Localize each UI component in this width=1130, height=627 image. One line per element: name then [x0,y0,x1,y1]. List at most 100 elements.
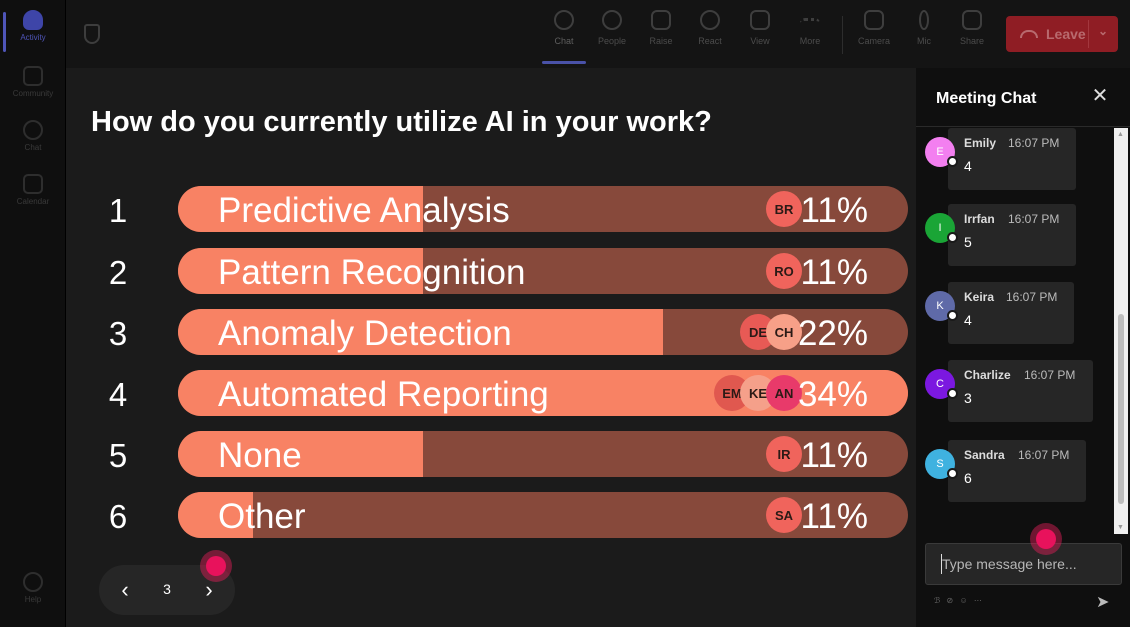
message-body: 3 [964,390,972,406]
message-time: 16:07 PM [1018,448,1070,462]
camera-icon [864,10,884,30]
option-percentage: 11% [800,497,868,536]
chat-message: Sandra 16:07 PM 6 [948,440,1086,502]
scrollbar-thumb[interactable] [1118,314,1124,504]
toolbar-raise-button[interactable]: Raise [639,10,683,62]
option-label: Predictive Analysis [218,191,510,230]
chat-icon [23,120,43,140]
chat-message: Keira 16:07 PM 4 [948,282,1074,344]
message-time: 16:07 PM [1008,212,1060,226]
send-icon[interactable]: ➤ [1096,594,1110,611]
chat-divider [916,126,1130,127]
scroll-up-icon[interactable]: ▲ [1117,131,1124,138]
avatar: IR [766,436,802,472]
page-number: 3 [163,581,171,597]
avatar: I [925,213,958,243]
pointer-highlight [1030,523,1062,555]
option-number: 4 [108,376,128,413]
toolbar-more-button[interactable]: More [788,10,832,62]
toolbar-people-button[interactable]: People [590,10,634,62]
chat-icon [554,10,574,30]
chat-scrollbar[interactable]: ▲ ▼ [1114,128,1128,534]
rail-label-activity: Activity [20,33,46,42]
mic-icon [919,10,929,30]
voter-avatars: DE CH [740,314,802,350]
toolbar-share-label: Share [959,36,985,46]
formatting-icons[interactable]: ℬ ⊘ ☺ ⋯ [934,596,984,605]
voter-avatars: BR [766,191,802,227]
message-body: 4 [964,158,972,174]
calendar-icon [23,174,43,194]
meeting-toolbar: Chat People Raise React View More Camera… [66,0,1130,68]
toolbar-divider [842,16,843,54]
option-percentage: 11% [800,191,868,230]
toolbar-more-label: More [799,36,821,46]
message-sender: Irrfan [964,212,995,226]
chevron-right-icon[interactable]: › [205,577,213,602]
message-body: 4 [964,312,972,328]
avatar-initial: E [936,146,944,158]
rail-item-community[interactable]: Community [0,66,66,116]
message-body: 6 [964,470,972,486]
presence-status-icon [947,310,958,321]
avatar-initial: K [936,300,944,312]
poll-option-row: 6 Other SA 11% [66,492,916,538]
toolbar-raise-label: Raise [649,36,673,46]
voter-avatars: RO [766,253,802,289]
pointer-highlight [200,550,232,582]
avatar: E [925,137,958,167]
message-sender: Sandra [964,448,1005,462]
rail-item-chat[interactable]: Chat [0,120,66,170]
message-sender: Emily [964,136,997,150]
leave-label: Leave [1046,26,1086,42]
avatar: AN [766,375,802,411]
option-number: 5 [108,437,128,474]
leave-divider [1088,20,1089,48]
presence-status-icon [947,156,958,167]
result-bar-fill [178,309,663,355]
message-sender: Keira [964,290,995,304]
message-time: 16:07 PM [1024,368,1076,382]
result-bar: None IR 11% [178,431,908,477]
leave-button[interactable]: Leave ⌄ [1006,16,1118,52]
rail-item-help[interactable]: Help [0,572,66,622]
share-icon [962,10,982,30]
toolbar-chat-button[interactable]: Chat [542,10,586,64]
smiley-icon [700,10,720,30]
chevron-left-icon[interactable]: ‹ [121,577,129,602]
poll-option-row: 2 Pattern Recognition RO 11% [66,248,916,294]
result-bar-fill [178,186,423,232]
text-caret [941,554,942,574]
option-label: Anomaly Detection [218,314,512,353]
toolbar-react-label: React [698,36,722,46]
scroll-down-icon[interactable]: ▼ [1117,524,1124,531]
rail-label-help: Help [24,595,42,604]
option-number: 2 [108,254,128,291]
toolbar-camera-button[interactable]: Camera [852,10,896,62]
community-icon [23,66,43,86]
chat-message: Charlize 16:07 PM 3 [948,360,1093,422]
option-percentage: 11% [800,436,868,475]
option-percentage: 34% [797,375,868,414]
toolbar-react-button[interactable]: React [688,10,732,62]
rail-item-activity[interactable]: Activity [0,10,66,60]
toolbar-mic-label: Mic [917,36,931,46]
meeting-chat-panel: Meeting Chat ✕ Emily 16:07 PM 4 E Irrfan 16:0… [916,68,1130,627]
chat-message-input[interactable] [925,543,1122,585]
toolbar-view-label: View [750,36,770,46]
hand-icon [651,10,671,30]
message-sender: Charlize [964,368,1011,382]
voter-avatars: IR [766,436,802,472]
option-label: Automated Reporting [218,375,549,414]
presence-status-icon [947,232,958,243]
result-bar-fill [178,431,423,477]
toolbar-mic-button[interactable]: Mic [902,10,946,62]
message-time: 16:07 PM [1006,290,1058,304]
toolbar-share-button[interactable]: Share [950,10,994,62]
toolbar-view-button[interactable]: View [738,10,782,62]
chevron-down-icon[interactable]: ⌄ [1098,24,1109,38]
rail-item-calendar[interactable]: Calendar [0,174,66,224]
avatar: CH [766,314,802,350]
close-icon[interactable]: ✕ [1091,85,1109,107]
option-label: None [218,436,302,475]
